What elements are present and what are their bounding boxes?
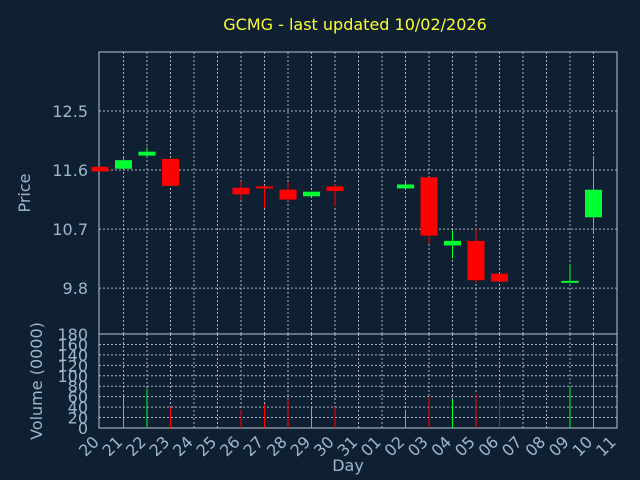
candle-body-05 xyxy=(467,240,485,281)
volume-axis-label: Volume (0000) xyxy=(27,322,46,440)
candle-body-04 xyxy=(444,240,461,246)
volume-tick-label-1: 20 xyxy=(68,409,88,428)
candle-body-22 xyxy=(138,151,156,156)
price-axis-label: Price xyxy=(15,173,34,212)
volume-tick-label-6: 120 xyxy=(57,356,88,375)
candle-body-06 xyxy=(491,273,508,282)
price-tick-label-1: 11.6 xyxy=(52,161,88,180)
candle-body-03 xyxy=(420,177,438,236)
candle-body-29 xyxy=(303,191,320,197)
candle-body-02 xyxy=(397,184,414,189)
price-tick-label-2: 10.7 xyxy=(52,220,88,239)
x-axis-label: Day xyxy=(332,456,364,475)
candle-body-30 xyxy=(326,186,344,192)
volume-tick-label-5: 100 xyxy=(57,367,88,386)
candle-body-21 xyxy=(115,160,132,169)
price-axis-ticks: 12.5 11.6 10.7 9.8 xyxy=(52,102,88,298)
candle-body-10 xyxy=(585,189,602,218)
candle-body-23 xyxy=(162,158,179,186)
volume-tick-label-7: 140 xyxy=(57,346,88,365)
volume-bars xyxy=(123,344,594,428)
volume-tick-label-4: 80 xyxy=(68,377,88,396)
chart-title: GCMG - last updated 10/02/2026 xyxy=(223,15,487,34)
volume-panel-frame xyxy=(98,333,618,429)
candle-body-20 xyxy=(91,166,109,172)
candle-body-26 xyxy=(232,187,250,195)
volume-tick-label-3: 60 xyxy=(68,388,88,407)
volume-tick-label-0: 0 xyxy=(78,419,88,438)
price-tick-label-0: 12.5 xyxy=(52,102,88,121)
volume-tick-label-9: 180 xyxy=(57,325,88,344)
volume-tick-label-8: 160 xyxy=(57,335,88,354)
candle-body-09 xyxy=(561,280,579,283)
price-candles xyxy=(91,147,602,283)
candle-body-28 xyxy=(279,189,297,200)
price-tick-label-3: 9.8 xyxy=(63,279,88,298)
candle-body-27 xyxy=(256,186,273,189)
volume-tick-label-2: 40 xyxy=(68,398,88,417)
